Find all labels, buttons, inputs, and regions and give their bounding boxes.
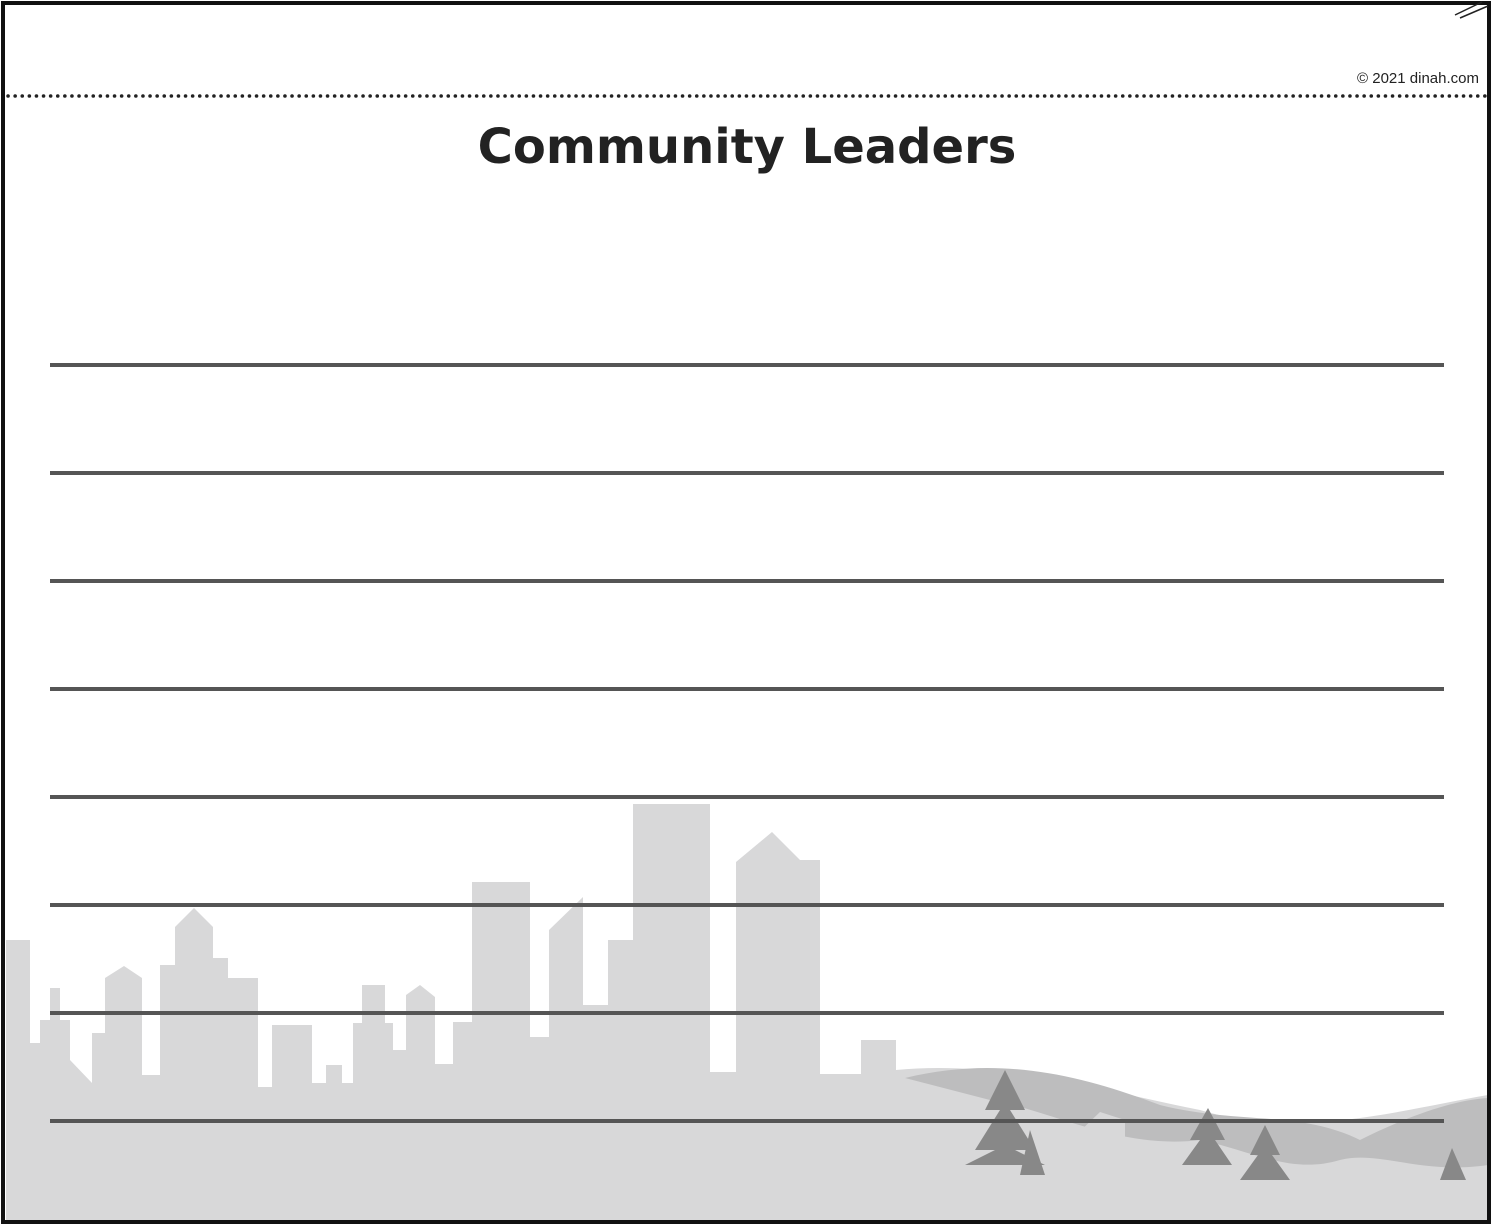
page: © 2021 dinah.com Community Leaders (() =… [0,0,1495,1226]
copyright: © 2021 dinah.com [1357,70,1479,87]
title: Community Leaders [478,119,1017,175]
worksheet: © 2021 dinah.com Community Leaders [0,0,1495,1226]
